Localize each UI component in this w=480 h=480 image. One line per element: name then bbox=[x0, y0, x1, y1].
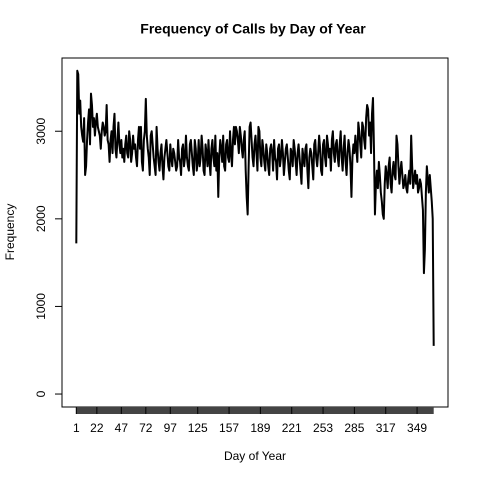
plot-box bbox=[61, 57, 449, 408]
chart-title: Frequency of Calls by Day of Year bbox=[140, 21, 366, 37]
x-tick-label: 97 bbox=[164, 421, 178, 435]
y-tick-label: 2000 bbox=[34, 205, 48, 232]
x-tick-label: 317 bbox=[376, 421, 396, 435]
x-tick-label: 72 bbox=[139, 421, 153, 435]
x-tick-label: 157 bbox=[219, 421, 239, 435]
x-tick-label: 189 bbox=[250, 421, 270, 435]
x-tick-label: 1 bbox=[73, 421, 80, 435]
y-axis-label: Frequency bbox=[3, 204, 17, 261]
x-tick-label: 125 bbox=[188, 421, 208, 435]
x-tick-label: 22 bbox=[90, 421, 104, 435]
y-tick-label: 3000 bbox=[34, 118, 48, 145]
x-tick-label: 285 bbox=[344, 421, 364, 435]
axis-tick-band bbox=[76, 407, 434, 414]
data-line bbox=[75, 69, 435, 346]
x-tick-label: 253 bbox=[313, 421, 333, 435]
y-tick-label: 1000 bbox=[34, 293, 48, 320]
x-tick-label: 47 bbox=[115, 421, 129, 435]
y-tick-label: 0 bbox=[34, 390, 48, 397]
x-axis-label: Day of Year bbox=[224, 449, 286, 463]
x-tick-label: 221 bbox=[282, 421, 302, 435]
x-tick-label: 349 bbox=[407, 421, 427, 435]
